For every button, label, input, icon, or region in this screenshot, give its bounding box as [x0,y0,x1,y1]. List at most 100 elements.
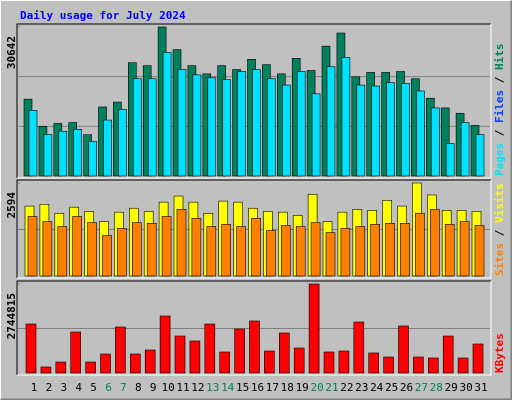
legend-entry: Visits [493,183,506,223]
bar [88,141,97,177]
legend-entry: Pages [493,143,506,176]
bar [85,361,96,374]
bar [429,209,440,277]
bar [221,224,231,277]
bar [73,129,82,177]
bar [356,84,366,177]
bar [237,71,246,177]
bar [28,110,38,177]
bar [264,350,275,374]
x-tick-label: 9 [150,381,157,394]
x-tick-label: 15 [236,381,249,394]
panel-edge-dark [16,23,491,178]
bar [147,78,157,177]
x-tick-label: 18 [281,381,294,394]
x-tick-label: 4 [75,381,82,394]
bar [115,326,126,374]
bar [42,221,53,277]
bar [459,221,470,277]
bar [340,228,351,277]
bar [368,352,380,374]
bar [427,357,439,374]
bar [161,216,172,277]
bar [132,222,142,277]
legend-entry: KBytes [493,333,506,373]
bar [191,217,202,277]
bar [206,226,217,277]
bar [87,222,97,277]
bar [40,366,52,374]
x-tick-label: 12 [191,381,204,394]
bar [25,323,37,374]
bar [310,222,321,277]
x-tick-label: 1 [31,381,38,394]
bar [159,315,171,374]
x-tick-label: 17 [266,381,279,394]
bar [176,209,187,277]
legend: KBytes [493,333,506,373]
bar [207,77,217,177]
x-tick-label: 2 [46,381,53,394]
x-tick-label: 23 [355,381,368,394]
bar [326,66,336,177]
bar [189,340,201,374]
legend-entry: Hits [493,44,506,71]
bar [43,134,53,177]
panel-edge-light [17,281,492,376]
panel-edge-dark [16,179,491,278]
x-tick-label: 31 [474,381,487,394]
bar [440,107,450,177]
bar [323,351,335,374]
x-tick-label: 29 [445,381,458,394]
y-tick-label: 2744815 [5,293,18,339]
x-tick-label: 27 [415,381,428,394]
chart-title: Daily usage for July 2024 [20,9,186,22]
bar [133,78,142,177]
bar [118,109,127,177]
legend-entry: Sites [493,243,506,276]
bar [234,328,245,374]
x-tick-label: 13 [206,381,219,394]
panel-edge-light [17,24,492,179]
bar [457,357,469,374]
x-tick-label: 24 [370,381,384,394]
bar [444,224,455,277]
legend: Sites / Visits [493,183,506,276]
x-tick-label: 3 [60,381,67,394]
bar [130,353,141,374]
bar [100,353,111,374]
bar [474,225,485,277]
bar [117,228,127,277]
bar [442,335,454,374]
bar [400,222,410,277]
y-tick-label: 30642 [5,36,18,69]
x-tick-label: 16 [251,381,264,394]
x-tick-label: 6 [105,381,112,394]
bar [72,216,82,277]
bar [445,143,455,177]
bar [415,212,425,277]
bar [475,134,485,177]
x-tick-label: 11 [176,381,189,394]
bar [398,325,409,374]
panel-edge-light [17,180,492,279]
bar [249,320,260,374]
legend-separator: / [493,123,506,143]
legend: Pages / Files / Hits [493,44,506,177]
bar [281,84,291,177]
bar [57,226,68,277]
y-tick-label: 2594 [5,192,18,219]
bar [27,216,38,277]
x-tick-label: 30 [459,381,472,394]
bar [251,217,261,277]
legend-entry: Files [493,90,506,123]
bar [58,130,68,177]
x-tick-label: 14 [221,381,235,394]
bar [267,78,276,177]
bar [295,226,306,277]
bar [296,71,306,177]
legend-separator: / [493,70,506,90]
x-tick-label: 5 [90,381,97,394]
bar [278,332,290,374]
